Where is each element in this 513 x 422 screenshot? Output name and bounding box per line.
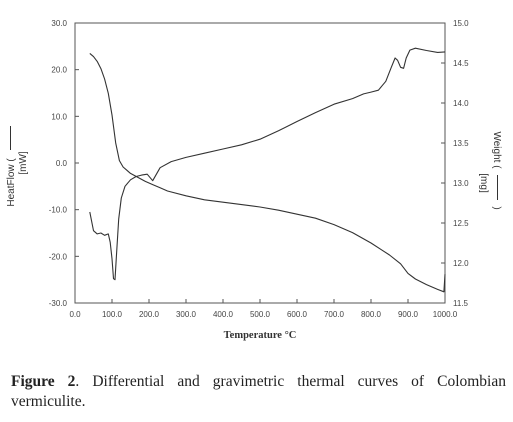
weight-curve: [89, 52, 446, 293]
right-y-tick-label: 14.5: [453, 59, 469, 68]
x-tick-label: 400.0: [213, 310, 234, 319]
right-y-axis-label-group: Weight (: [491, 131, 502, 169]
x-tick-label: 700.0: [324, 310, 345, 319]
left-y-axis-label-line: ——— ): [6, 119, 17, 158]
left-y-tick-label: 30.0: [51, 19, 67, 28]
right-y-tick-label: 14.0: [453, 99, 469, 108]
left-y-tick-label: -20.0: [49, 252, 68, 261]
left-y-tick-label: -30.0: [49, 299, 68, 308]
x-axis-label: Temperature °C: [224, 330, 297, 341]
x-tick-label: 600.0: [287, 310, 308, 319]
plot-frame: [74, 22, 446, 304]
x-tick-label: 500.0: [250, 310, 271, 319]
right-y-tick-label: 11.5: [453, 299, 469, 308]
x-axis: 0.0 100.0 200.0 300.0 400.0 500.0 600.0 700.0 80…: [69, 299, 458, 319]
figure-caption-label: Figure 2: [11, 373, 76, 390]
left-y-axis: 30.0 20.0 10.0 0.0 -10.0 -20.0 -30.0: [49, 19, 79, 308]
x-tick-label: 100.0: [102, 310, 123, 319]
figure-caption: Figure 2. Differential and gravimetric t…: [11, 372, 506, 412]
right-y-axis-label-close: ): [491, 206, 502, 209]
right-y-axis-unit: [mg]: [478, 173, 489, 193]
x-tick-label: 200.0: [139, 310, 160, 319]
heatflow-curve: [89, 47, 446, 281]
left-y-axis-label-text: HeatFlow (: [6, 158, 17, 207]
right-y-tick-label: 13.5: [453, 139, 469, 148]
x-tick-label: 0.0: [69, 310, 81, 319]
right-y-tick-label: 12.5: [453, 219, 469, 228]
right-y-tick-label: 15.0: [453, 19, 469, 28]
left-y-tick-label: 20.0: [51, 66, 67, 75]
left-y-axis-unit-group: [mW]: [18, 151, 29, 175]
left-y-tick-label: -10.0: [49, 206, 68, 215]
right-y-axis-label: Weight (: [491, 131, 502, 169]
left-y-axis-label-group: HeatFlow ( ——— ): [6, 119, 17, 207]
left-y-axis-label: HeatFlow ( ——— ): [6, 119, 17, 206]
thermal-curves-chart: 0.0 100.0 200.0 300.0 400.0 500.0 600.0 700.0 80…: [6, 19, 502, 341]
figure-caption-text: . Differential and gravimetric thermal c…: [11, 373, 506, 410]
right-y-axis-unit-group: [mg]: [478, 173, 489, 193]
x-tick-label: 1000.0: [433, 310, 458, 319]
x-tick-label: 900.0: [398, 310, 419, 319]
series-layer: [89, 47, 446, 293]
left-y-tick-label: 10.0: [51, 112, 67, 121]
x-tick-label: 800.0: [361, 310, 382, 319]
right-y-tick-label: 12.0: [453, 259, 469, 268]
right-y-axis: 15.0 14.5 14.0 13.5 13.0 12.5 12.0 11.5: [441, 19, 469, 308]
right-y-tick-label: 13.0: [453, 179, 469, 188]
x-tick-label: 300.0: [176, 310, 197, 319]
left-y-axis-unit: [mW]: [18, 151, 29, 175]
right-y-axis-close-group: ): [491, 206, 502, 209]
left-y-tick-label: 0.0: [56, 159, 68, 168]
